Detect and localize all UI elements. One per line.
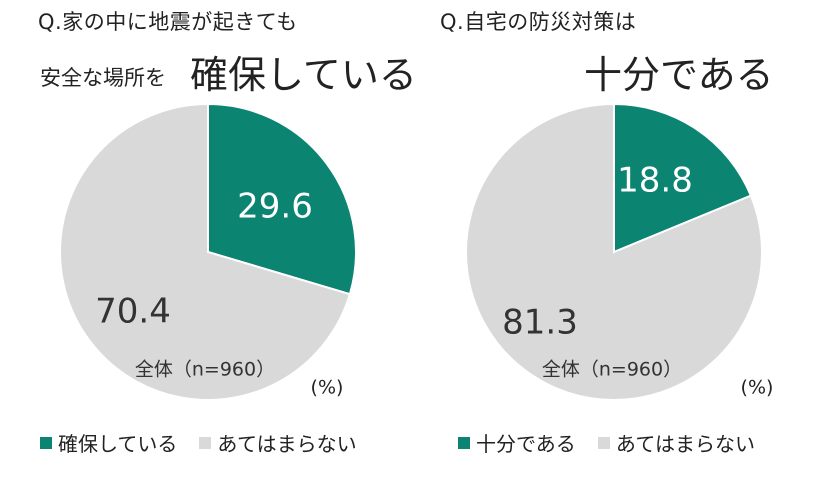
legend-item: 確保している bbox=[40, 428, 177, 457]
slice-value-label: 70.4 bbox=[95, 292, 171, 332]
slice-value-label: 29.6 bbox=[237, 187, 313, 227]
legend-label: あてはまらない bbox=[615, 432, 756, 456]
legend-item: あてはまらない bbox=[199, 428, 357, 457]
chart2-legend: 十分である あてはまらない bbox=[458, 428, 777, 457]
legend-swatch-teal bbox=[458, 436, 470, 449]
sample-size-note: 全体（n=960） bbox=[135, 359, 275, 381]
chart1-title-line2-big: 確保している bbox=[190, 53, 417, 97]
sample-size-note: 全体（n=960） bbox=[542, 359, 682, 381]
unit-label: (%) bbox=[311, 377, 344, 399]
slice-value-label: 18.8 bbox=[617, 161, 693, 201]
chart2-title-line1: Q.自宅の防災対策は bbox=[440, 10, 637, 34]
chart1-title-line1: Q.家の中に地震が起きても bbox=[38, 10, 298, 34]
chart1-legend: 確保している あてはまらない bbox=[40, 428, 379, 457]
legend-label: あてはまらない bbox=[217, 432, 357, 456]
legend-swatch-gray bbox=[199, 436, 212, 449]
legend-label: 十分である bbox=[476, 432, 576, 456]
legend-swatch-gray bbox=[597, 436, 610, 449]
legend-item: あてはまらない bbox=[597, 428, 756, 457]
chart2-title-line2-big: 十分である bbox=[584, 53, 774, 97]
chart1-pie: 29.6 70.4 全体（n=960） (%) bbox=[59, 102, 357, 401]
chart2-pie: 18.8 81.3 全体（n=960） (%) bbox=[465, 102, 774, 401]
legend-item: 十分である bbox=[458, 428, 576, 457]
pie-slice bbox=[207, 102, 357, 296]
legend-label: 確保している bbox=[58, 432, 178, 456]
pie-slice bbox=[465, 102, 763, 401]
legend-swatch-teal bbox=[40, 436, 52, 449]
pie-slice bbox=[613, 102, 753, 254]
slice-value-label: 81.3 bbox=[502, 303, 578, 343]
chart1-title-line2-small: 安全な場所を bbox=[40, 66, 166, 90]
pie-slice bbox=[59, 102, 352, 401]
unit-label: (%) bbox=[741, 377, 774, 399]
